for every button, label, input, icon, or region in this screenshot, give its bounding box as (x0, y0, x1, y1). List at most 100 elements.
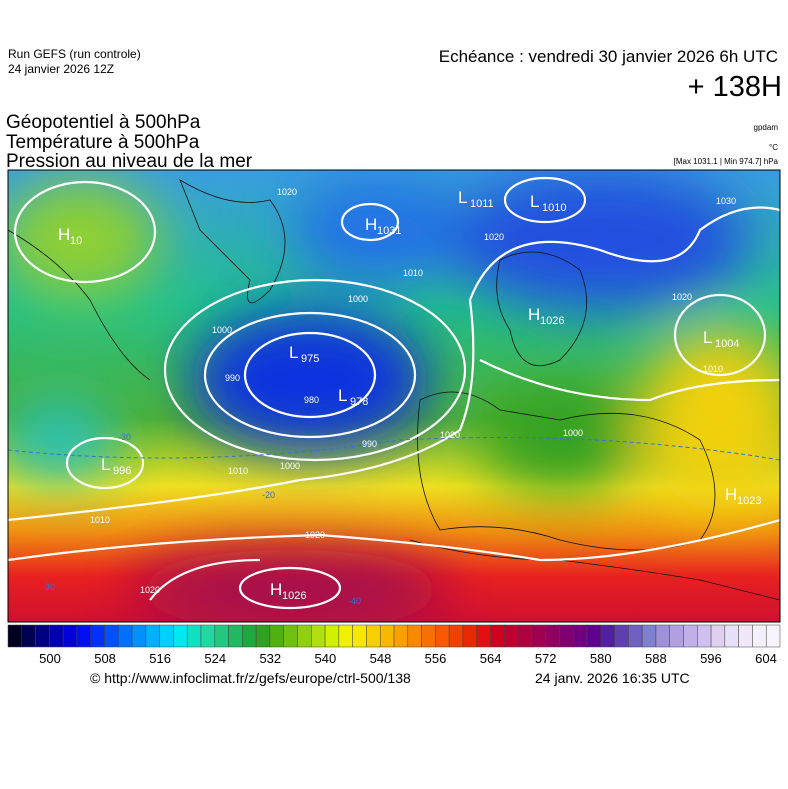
center-type: H (270, 580, 282, 599)
colorbar-swatch (90, 624, 105, 648)
colorbar-swatch (255, 624, 271, 648)
colorbar-tick-label: 508 (94, 651, 116, 666)
colorbar-swatch (186, 624, 202, 648)
center-value: 10 (70, 235, 82, 247)
isotherm-label: -30 (118, 432, 131, 442)
colorbar-swatch (407, 624, 422, 648)
colorbar-swatch (752, 624, 767, 648)
center-type: H (58, 225, 70, 244)
title-3: Pression au niveau de la mer (6, 151, 253, 172)
colorbar-swatch (283, 624, 298, 648)
isobar-label: 1010 (228, 466, 248, 476)
colorbar-tick-label: 556 (425, 651, 447, 666)
colorbar-swatch (559, 624, 574, 648)
center-value: 1004 (715, 338, 739, 350)
colorbar-swatch (517, 624, 533, 648)
isobar-label: 1000 (212, 325, 232, 335)
center-type: L (338, 386, 347, 405)
isobar-label: 1010 (703, 364, 723, 374)
center-type: H (528, 305, 540, 324)
center-value: 1026 (282, 590, 306, 602)
run: Run GEFS (run controle) (8, 47, 141, 61)
colorbar-tick-label: 540 (315, 651, 337, 666)
center-value: 1031 (377, 225, 401, 237)
unit-temperature: °C (769, 143, 778, 152)
colorbar-tick-label: 516 (149, 651, 171, 666)
colorbar-swatch (352, 624, 367, 648)
colorbar-swatch (118, 624, 133, 648)
colorbar-tick-label: 564 (480, 651, 502, 666)
colorbar-swatch (697, 624, 712, 648)
colorbar-swatch (21, 624, 36, 648)
colorbar-swatch (545, 624, 560, 648)
colorbar-swatch (765, 624, 781, 648)
colorbar-swatch (324, 624, 340, 648)
colorbar-tick-label: 572 (535, 651, 557, 666)
isobar-label: 990 (362, 439, 377, 449)
colorbar-swatch (531, 624, 546, 648)
colorbar-swatch (504, 624, 519, 648)
colorbar-swatch (614, 624, 629, 648)
isobar-label: 1010 (90, 515, 110, 525)
colorbar-swatch (724, 624, 739, 648)
center-type: H (365, 215, 377, 234)
isotherm-label: -30 (42, 582, 55, 592)
center-value: 975 (301, 353, 319, 365)
isotherm (8, 437, 780, 461)
title-2: Température à 500hPa (6, 132, 200, 153)
isobar-label: 1020 (672, 292, 692, 302)
colorbar-swatch (338, 624, 353, 648)
colorbar-swatch (242, 624, 257, 648)
colorbar-tick-label: 500 (39, 651, 61, 666)
colorbar-tick-label: 524 (204, 651, 226, 666)
colorbar-tick-label: 532 (259, 651, 281, 666)
field-shading (8, 170, 780, 622)
colorbar-swatch (628, 624, 643, 648)
colorbar-tick-label: 596 (700, 651, 722, 666)
isobar-label: 1000 (563, 428, 583, 438)
colorbar-swatch (297, 624, 312, 648)
colorbar-swatch (311, 624, 326, 648)
lead-time: + 138H (688, 71, 782, 103)
colorbar-tick-label: 588 (645, 651, 667, 666)
colorbar-swatch (200, 624, 216, 648)
colorbar: 500 508 516 524 532 540 548 556 564 572 580 588 596 6… (7, 624, 781, 666)
center-value: 1010 (542, 202, 566, 214)
colorbar-swatch (600, 624, 615, 648)
colorbar-swatch (448, 624, 464, 648)
isobar-label: 980 (304, 395, 319, 405)
isotherm-label: -40 (348, 596, 361, 606)
colorbar-swatch (641, 624, 657, 648)
isobar-label: 1010 (403, 268, 423, 278)
map (8, 170, 780, 622)
unit-geopotential: gpdam (754, 123, 779, 132)
center-value: 1026 (540, 315, 564, 327)
valid-time: Echéance : vendredi 30 janvier 2026 6h U… (439, 47, 778, 66)
center-value: 978 (350, 396, 368, 408)
colorbar-swatch (228, 624, 243, 648)
colorbar-swatch (710, 624, 726, 648)
map-frame (7, 169, 781, 623)
center-type: L (703, 328, 712, 347)
colorbar-swatch (49, 624, 64, 648)
colorbar-swatch (173, 624, 188, 648)
isobar-label: 1020 (140, 585, 160, 595)
isobar-label: 1000 (348, 294, 368, 304)
colorbar-tick-label: 604 (755, 651, 777, 666)
colorbar-swatch (145, 624, 160, 648)
colorbar-swatch (683, 624, 698, 648)
colorbar-swatch (655, 624, 670, 648)
isobar-label: 1000 (280, 461, 300, 471)
colorbar-swatch (738, 624, 753, 648)
run-date: 24 janvier 2026 12Z (8, 62, 114, 76)
colorbar-swatch (104, 624, 119, 648)
center-value: 1011 (470, 198, 494, 210)
colorbar-swatch (131, 624, 147, 648)
colorbar-swatch (214, 624, 229, 648)
colorbar-swatch (572, 624, 588, 648)
isotherm-label: -20 (262, 490, 275, 500)
colorbar-swatch (421, 624, 436, 648)
